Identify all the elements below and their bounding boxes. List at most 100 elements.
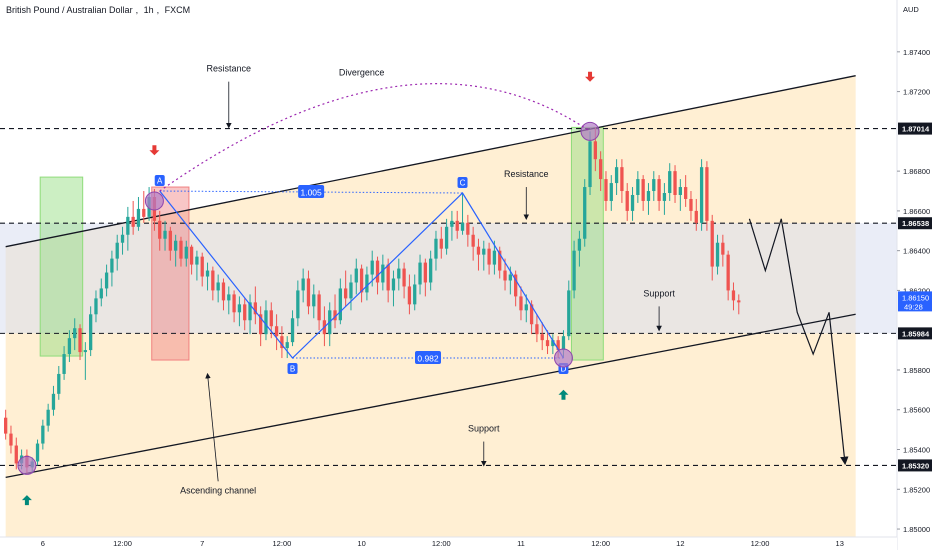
time-tick-label: 10 bbox=[357, 539, 365, 548]
candle bbox=[710, 214, 714, 281]
candle-body bbox=[657, 179, 661, 201]
candle-body bbox=[423, 262, 427, 283]
candle bbox=[519, 286, 523, 321]
candle-body bbox=[567, 290, 571, 337]
candle-body bbox=[301, 278, 305, 291]
candle-body bbox=[264, 310, 268, 335]
time-axis[interactable]: 6 12:00 7 12:00 10 12:00 11 12:00 12 12:00 13 bbox=[0, 536, 897, 550]
candle bbox=[492, 240, 497, 275]
level-price-label: 1.85320 bbox=[902, 461, 929, 470]
price-tick-label: 1.85400 bbox=[903, 446, 930, 455]
candle bbox=[174, 234, 178, 267]
candle bbox=[51, 385, 56, 416]
candle bbox=[205, 262, 210, 291]
annotation-label: Support bbox=[643, 288, 675, 298]
candle-body bbox=[710, 220, 714, 267]
price-tick-label: 1.85800 bbox=[903, 366, 930, 375]
zone-green-box[interactable] bbox=[570, 126, 604, 361]
candle bbox=[195, 250, 199, 281]
abcd-legs[interactable] bbox=[159, 190, 564, 359]
channel-upper-line[interactable] bbox=[5, 75, 856, 248]
candle-body bbox=[46, 409, 50, 426]
divergence-arc[interactable] bbox=[159, 83, 591, 192]
candle-body bbox=[402, 268, 406, 287]
candle-body bbox=[142, 208, 146, 217]
candle bbox=[41, 419, 45, 450]
zone-green-box[interactable] bbox=[39, 176, 84, 357]
candle bbox=[482, 240, 486, 271]
candle-body bbox=[577, 238, 582, 251]
candle-body bbox=[413, 284, 417, 305]
level-price-tag bbox=[898, 459, 932, 472]
ascending-channel[interactable] bbox=[5, 75, 856, 478]
candle bbox=[99, 278, 103, 307]
candle bbox=[567, 280, 571, 341]
harmonic-pattern[interactable]: 1.005 0.982 A B C D bbox=[17, 71, 600, 506]
candle-body bbox=[583, 187, 587, 239]
level-price-label: 1.86538 bbox=[902, 219, 929, 228]
candle bbox=[455, 210, 459, 239]
candle bbox=[503, 258, 507, 291]
candle bbox=[168, 226, 172, 261]
candle-body bbox=[131, 216, 135, 227]
projection-path[interactable] bbox=[748, 218, 849, 466]
candle-body bbox=[290, 318, 295, 343]
candle bbox=[73, 318, 77, 351]
candle bbox=[280, 326, 284, 359]
levels-layer bbox=[0, 128, 897, 466]
time-axis-bg bbox=[0, 537, 897, 550]
candle bbox=[253, 286, 257, 325]
candle bbox=[354, 258, 358, 295]
pivot-label: D bbox=[561, 365, 567, 374]
candle bbox=[126, 206, 130, 251]
channel-lower-line[interactable] bbox=[5, 313, 856, 478]
candle-body bbox=[545, 340, 550, 347]
time-tick-label: 12:00 bbox=[591, 539, 610, 548]
candle-body bbox=[407, 286, 412, 305]
candle-body bbox=[684, 187, 688, 199]
candle-body bbox=[381, 264, 385, 283]
candle-body bbox=[450, 220, 454, 227]
candle-body bbox=[253, 302, 257, 315]
candle-body bbox=[625, 191, 629, 211]
projected-path[interactable] bbox=[748, 218, 849, 466]
candle-body bbox=[333, 310, 337, 321]
candle bbox=[721, 234, 725, 267]
candle bbox=[699, 159, 704, 231]
candle-body bbox=[737, 300, 741, 303]
candle-body bbox=[599, 159, 603, 180]
candle bbox=[243, 298, 247, 331]
candle bbox=[78, 324, 82, 361]
pivot-badge bbox=[154, 175, 165, 187]
candle-body bbox=[41, 425, 45, 444]
candle bbox=[636, 171, 640, 203]
candle-body bbox=[646, 191, 651, 201]
candle-body bbox=[721, 242, 725, 255]
candle-body bbox=[444, 226, 449, 249]
price-tick-label: 1.86400 bbox=[903, 247, 930, 256]
level-price-tag bbox=[898, 217, 932, 230]
candle bbox=[577, 230, 582, 267]
candle bbox=[359, 264, 364, 303]
candle-body bbox=[227, 294, 231, 301]
candle-body bbox=[418, 262, 422, 285]
candle bbox=[248, 294, 252, 335]
time-tick-label: 12:00 bbox=[751, 539, 770, 548]
candle bbox=[110, 250, 114, 287]
candle-body bbox=[51, 393, 56, 410]
interval-label[interactable]: 1h bbox=[143, 5, 154, 15]
candle-body bbox=[386, 264, 390, 291]
candle-body bbox=[349, 282, 353, 299]
candle bbox=[588, 131, 592, 195]
candle bbox=[232, 290, 236, 323]
candle bbox=[476, 238, 481, 271]
candle bbox=[471, 226, 475, 261]
candle bbox=[67, 330, 72, 363]
candle bbox=[227, 286, 231, 315]
level-price-label: 1.85984 bbox=[902, 329, 930, 338]
candle-body bbox=[317, 294, 321, 321]
symbol-name[interactable]: British Pound / Australian Dollar bbox=[6, 5, 133, 15]
candle-body bbox=[344, 288, 348, 299]
price-axis[interactable]: AUD 1.87400 1.87200 1.86800 1.86600 1.86400 1.… bbox=[896, 0, 932, 550]
